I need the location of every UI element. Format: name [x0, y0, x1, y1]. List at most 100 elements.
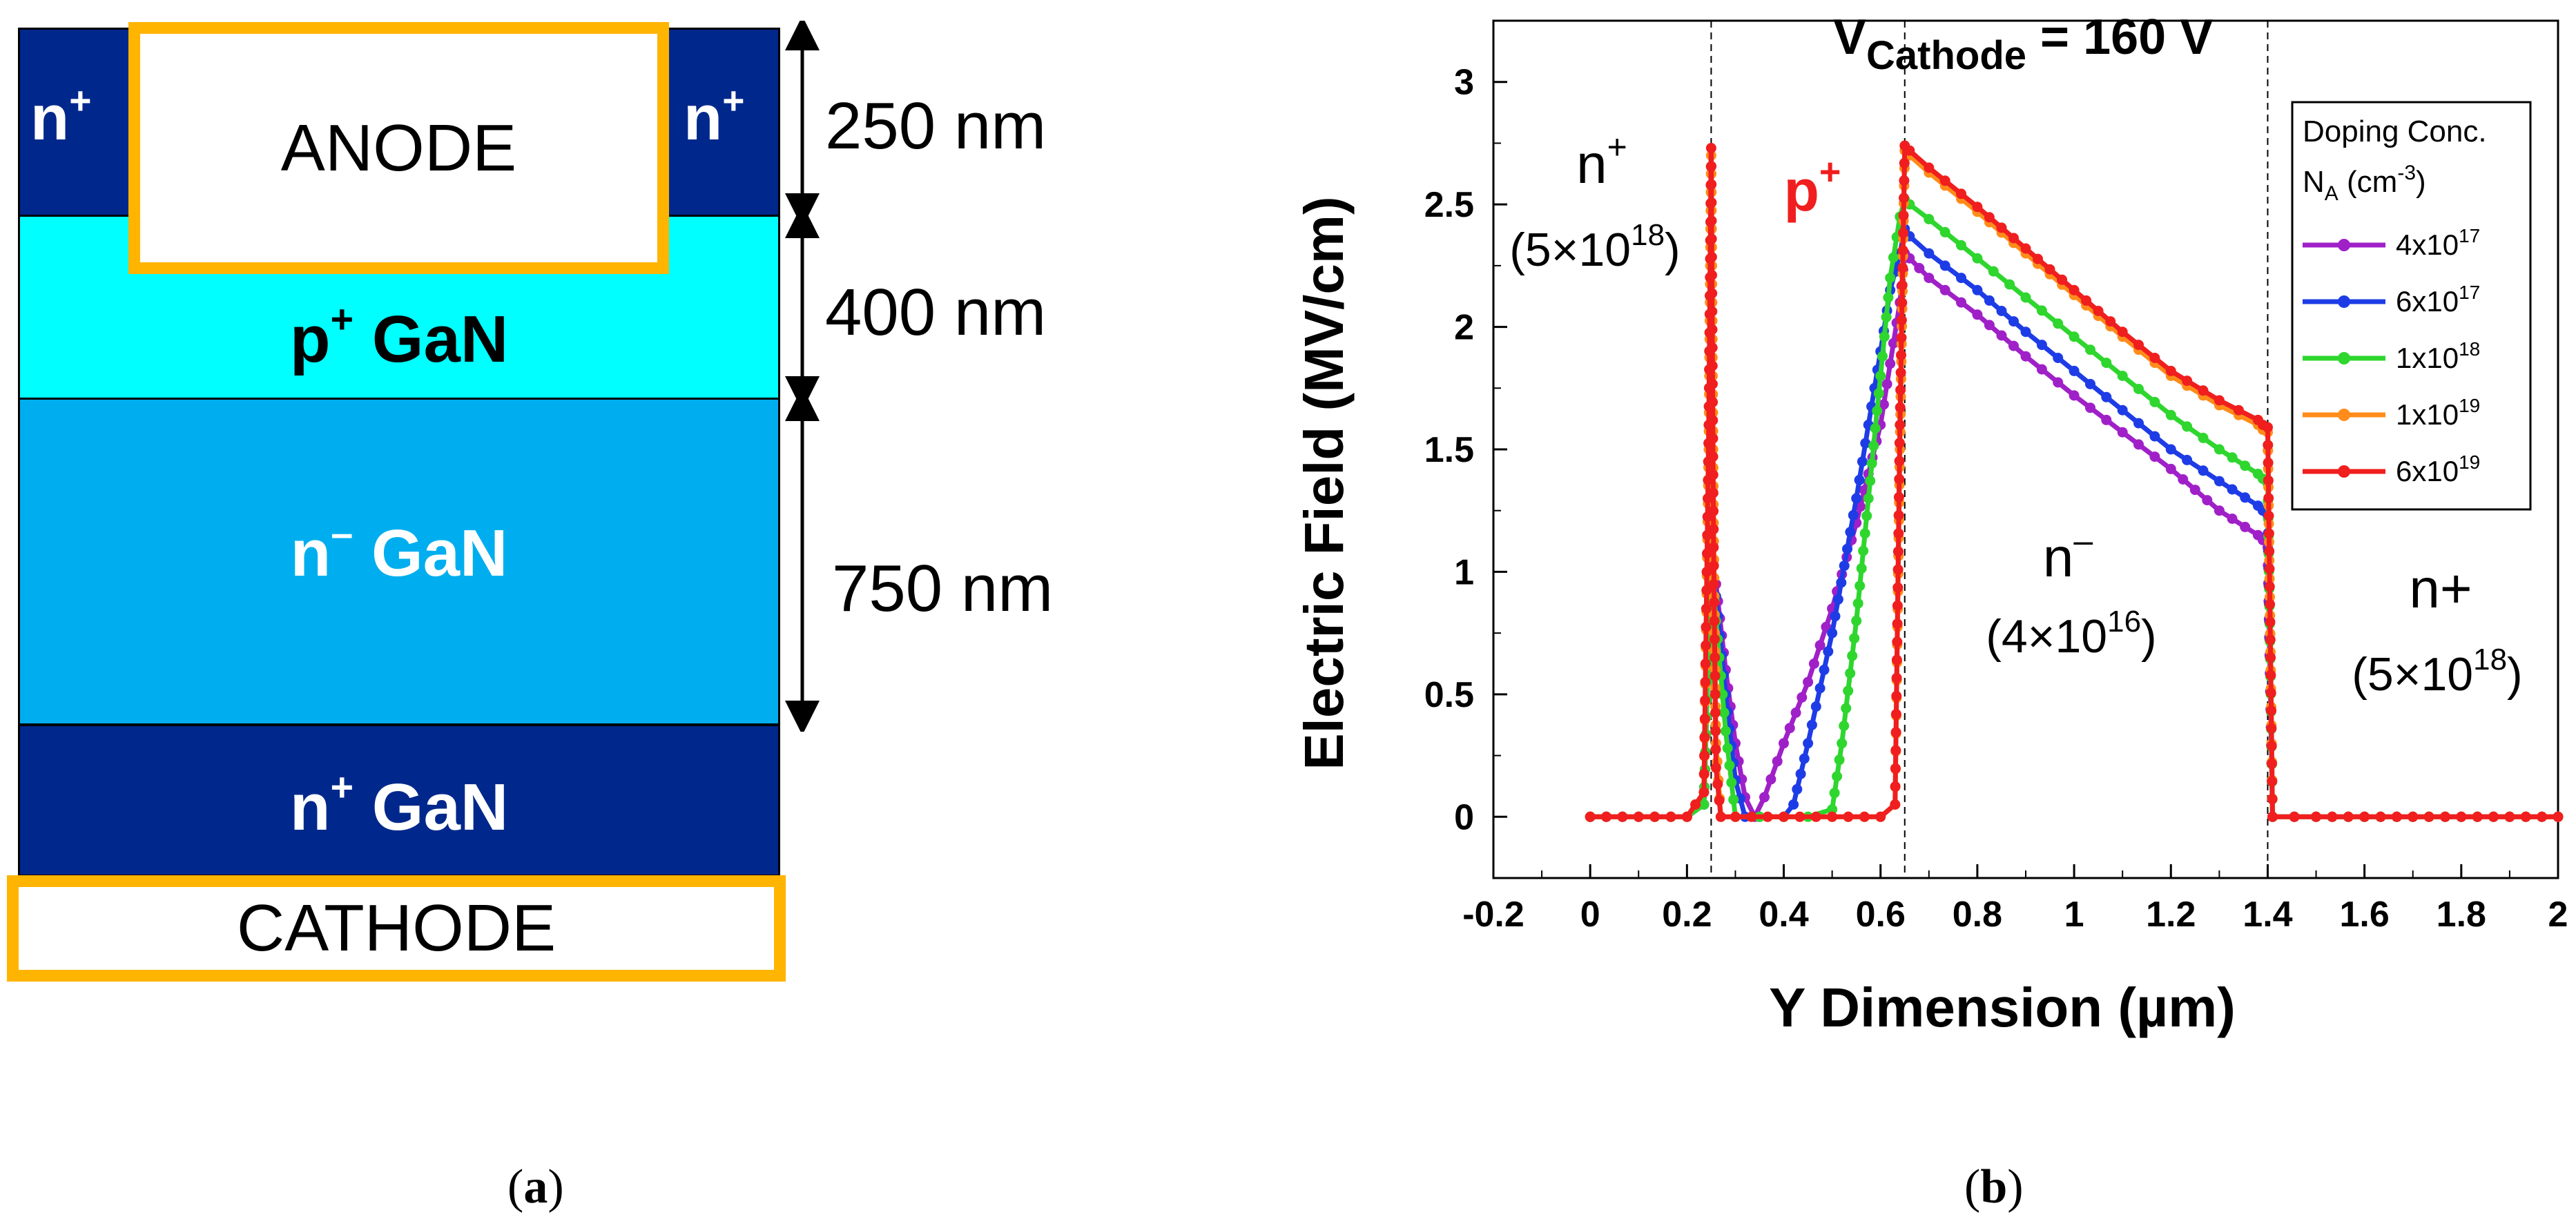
series-point — [1870, 423, 1881, 434]
legend-label-2: 1x1018 — [2396, 338, 2480, 374]
series-point — [1898, 210, 1909, 221]
series-point — [1832, 594, 1843, 605]
series-point — [2189, 485, 2200, 496]
series-point — [1890, 799, 1901, 810]
series-point — [2008, 316, 2019, 327]
series-point — [1707, 324, 1718, 335]
series-point — [1891, 672, 1902, 683]
series-point — [2105, 316, 2116, 327]
series-point — [1842, 543, 1852, 554]
series-point — [2440, 811, 2450, 822]
series-point — [1845, 527, 1856, 538]
series-point — [1865, 476, 1876, 487]
series-point — [2423, 811, 2434, 822]
series-point — [2008, 340, 2019, 351]
series-point — [2267, 811, 2278, 822]
series-point — [1823, 646, 1834, 657]
series-point — [2263, 440, 2274, 451]
series-point — [1797, 692, 1808, 703]
series-point — [1984, 320, 1995, 331]
series-point — [1895, 420, 1906, 430]
n-plus-gan-label: n+ GaN — [289, 766, 509, 844]
series-point — [2263, 422, 2273, 433]
series-point — [1665, 811, 1676, 822]
series-point — [1996, 330, 2007, 341]
legend-title: Doping Conc. — [2303, 115, 2487, 148]
x-tick-label: -0.2 — [1462, 895, 1524, 935]
series-point — [1762, 811, 1773, 822]
series-point — [1707, 433, 1718, 444]
series-point — [2133, 384, 2144, 394]
series-point — [2214, 395, 2225, 406]
series-point — [1779, 811, 1789, 822]
series-point — [2182, 376, 2193, 387]
cathode-contact: CATHODE — [7, 875, 786, 982]
series-point — [1904, 145, 1915, 156]
series-point — [1834, 754, 1845, 766]
series-point — [1851, 615, 1862, 626]
series-point — [1726, 777, 1737, 788]
series-point — [1585, 811, 1596, 822]
series-point — [1939, 260, 1950, 271]
series-point — [2036, 340, 2047, 351]
series-point — [2265, 599, 2276, 610]
legend-marker-3 — [2338, 409, 2350, 421]
series-point — [1706, 197, 1717, 208]
legend-marker-0 — [2338, 239, 2350, 251]
series-point — [1972, 309, 1983, 320]
series-point — [1808, 659, 1819, 669]
series-point — [1893, 528, 1904, 539]
series-point — [1759, 792, 1770, 803]
x-tick-label: 1.4 — [2243, 895, 2292, 935]
series-point — [2020, 351, 2031, 362]
series-point — [1710, 744, 1721, 755]
series-point — [1868, 440, 1879, 451]
series-point — [2069, 284, 2080, 295]
series-point — [1718, 708, 1730, 718]
series-point — [1996, 222, 2007, 233]
series-point — [1854, 474, 1865, 485]
series-point — [1707, 397, 1718, 408]
series-point — [1832, 771, 1843, 782]
series-point — [1698, 799, 1710, 810]
series-point — [2085, 344, 2095, 355]
series-point — [1899, 157, 1910, 168]
series-point — [1707, 487, 1718, 498]
series-point — [1841, 703, 1852, 714]
dim-label-400: 400 nm — [825, 275, 1047, 349]
dim-label-750: 750 nm — [832, 552, 1054, 625]
series-point — [1843, 685, 1854, 696]
corner-n-plus-right: n+ — [684, 79, 745, 153]
series-point — [1701, 566, 1712, 577]
series-point — [1837, 738, 1848, 749]
series-point — [1720, 725, 1731, 737]
series-point — [1839, 561, 1850, 572]
series-point — [1939, 284, 1950, 295]
series-point — [2182, 454, 2193, 465]
series-point — [2343, 811, 2354, 822]
series-point — [1707, 306, 1718, 317]
series-point — [1984, 295, 1995, 306]
series-point — [1894, 438, 1905, 449]
series-point — [1892, 582, 1904, 593]
series-point — [2263, 475, 2274, 486]
series-point — [2165, 365, 2176, 376]
series-point — [1772, 756, 1783, 767]
series-point — [2265, 652, 2276, 663]
region-label-n-plus-left: n+ — [1576, 128, 1627, 195]
series-point — [1849, 633, 1860, 644]
series-point — [1956, 273, 1966, 284]
series-point — [2263, 510, 2274, 521]
series-point — [1709, 634, 1720, 645]
series-point — [1875, 371, 1886, 381]
series-point — [1996, 306, 2007, 316]
series-point — [2233, 405, 2244, 416]
series-point — [1939, 175, 1950, 186]
series-point — [1895, 384, 1906, 396]
series-point — [2240, 492, 2251, 503]
series-point — [1784, 723, 1795, 734]
x-tick-label: 1 — [2064, 895, 2084, 935]
series-point — [1810, 701, 1821, 712]
series-point — [2391, 811, 2402, 822]
region-conc-n-minus: (4×1016) — [1986, 605, 2156, 663]
